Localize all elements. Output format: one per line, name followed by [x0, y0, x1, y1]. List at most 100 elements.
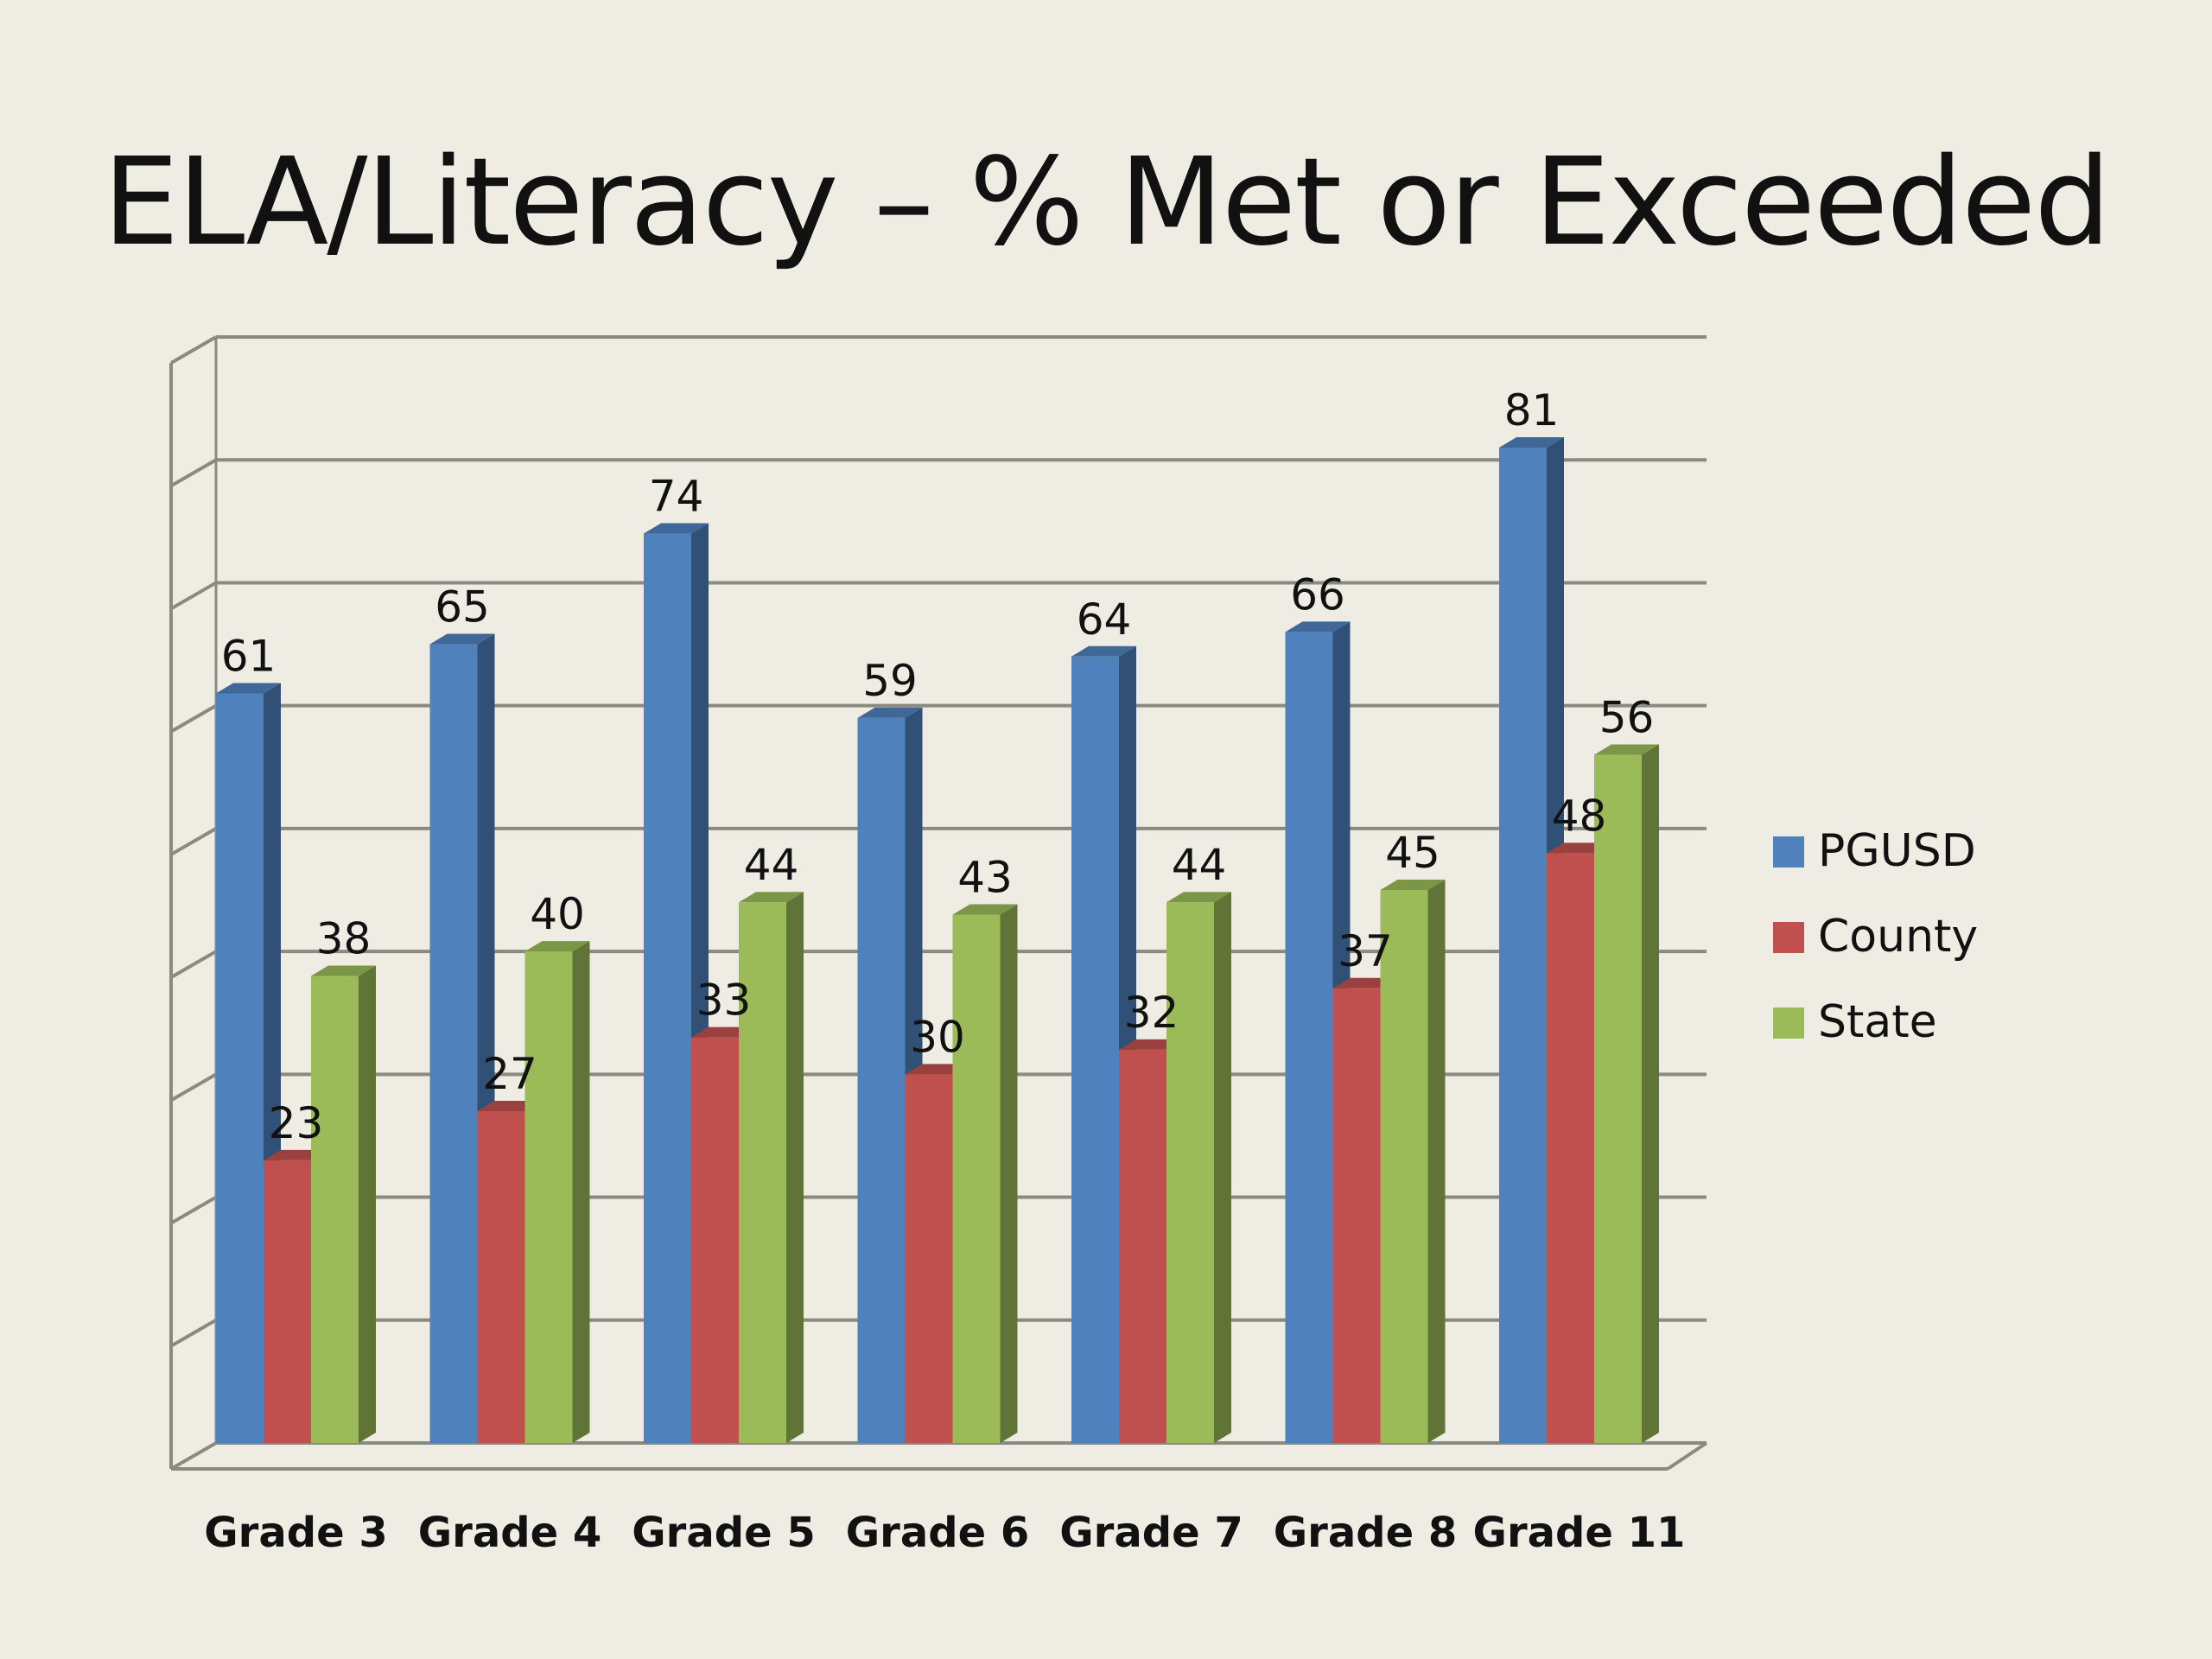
bar-top — [1285, 621, 1351, 632]
gridline-side — [170, 1195, 217, 1225]
category-label: Grade 6 — [846, 1509, 1029, 1557]
bar-front — [524, 951, 573, 1443]
bar-front — [216, 693, 264, 1443]
gridline-side — [170, 703, 217, 734]
bar-front — [477, 1111, 525, 1443]
bar-top — [429, 633, 495, 645]
legend-swatch — [1773, 1007, 1804, 1039]
gridline-side — [170, 458, 217, 487]
bar-top — [644, 523, 709, 534]
bar-top — [952, 904, 1018, 915]
data-label-county: 37 — [1338, 926, 1393, 976]
bar-top — [1071, 645, 1136, 657]
bar-front — [1594, 754, 1642, 1443]
legend-label: PGUSD — [1818, 825, 1976, 877]
data-label-pgusd: 81 — [1504, 385, 1560, 435]
bars — [216, 437, 1659, 1443]
data-label-county: 23 — [269, 1098, 324, 1148]
gridline-side — [170, 950, 217, 979]
gridline-side — [170, 827, 217, 856]
legend-item-state: State — [1773, 996, 1937, 1048]
gridline-side — [170, 1072, 217, 1103]
bar-top — [857, 707, 923, 718]
data-label-pgusd: 61 — [221, 631, 276, 681]
bar-top — [1499, 437, 1564, 448]
bar-front — [311, 976, 359, 1443]
bar-front — [1547, 853, 1594, 1443]
bar-front — [264, 1160, 311, 1443]
bar-top — [524, 941, 590, 952]
bar-state-grade-8 — [1380, 880, 1446, 1443]
legend-item-pgusd: PGUSD — [1773, 825, 1976, 877]
gridline-side — [170, 1441, 217, 1471]
data-label-state: 40 — [530, 889, 585, 939]
bar-top — [1380, 880, 1446, 890]
bar-side — [786, 892, 804, 1443]
legend-item-county: County — [1773, 911, 1978, 963]
bar-front — [905, 1074, 953, 1443]
bar-front — [1285, 632, 1333, 1443]
floor-right-edge — [1666, 1441, 1708, 1471]
data-label-county: 32 — [1124, 988, 1179, 1038]
bar-side — [1427, 880, 1446, 1443]
data-label-pgusd: 74 — [649, 472, 704, 522]
bar-front — [644, 533, 691, 1443]
bar-front — [1071, 656, 1119, 1443]
bar-state-grade-6 — [952, 904, 1018, 1443]
bar-front — [429, 644, 478, 1443]
category-label: Grade 3 — [204, 1509, 387, 1557]
bar-top — [1166, 892, 1231, 903]
bar-front — [1332, 988, 1381, 1443]
bar-top — [216, 683, 281, 694]
data-label-state: 44 — [744, 840, 799, 890]
bar-side — [1214, 892, 1231, 1443]
category-label: Grade 4 — [418, 1509, 601, 1557]
data-label-county: 33 — [696, 976, 752, 1026]
data-label-state: 56 — [1599, 693, 1655, 743]
data-label-pgusd: 65 — [435, 582, 490, 632]
data-label-county: 30 — [910, 1012, 965, 1062]
bar-pgusd-grade-5 — [644, 523, 709, 1443]
data-label-pgusd: 64 — [1077, 594, 1132, 645]
category-label: Grade 7 — [1059, 1509, 1243, 1557]
bar-state-grade-7 — [1166, 892, 1231, 1443]
gridline-side — [170, 335, 217, 365]
gridline-side — [170, 581, 217, 611]
bar-front — [691, 1037, 739, 1443]
bar-state-grade-5 — [739, 892, 804, 1443]
data-label-state: 43 — [957, 852, 1013, 902]
data-label-pgusd: 59 — [862, 656, 918, 706]
legend-swatch — [1773, 836, 1804, 868]
data-label-state: 38 — [316, 914, 372, 964]
legend-label: County — [1818, 911, 1978, 963]
data-label-county: 27 — [482, 1049, 537, 1099]
bar-front — [1166, 902, 1214, 1443]
data-labels: 61 23 38 65 27 40 74 33 44 59 30 43 64 32 44 66 37 45 81 48… — [221, 385, 1655, 1148]
category-label: Grade 11 — [1473, 1509, 1686, 1557]
bar-front — [952, 914, 1001, 1443]
bar-state-grade-11 — [1594, 744, 1659, 1443]
category-label: Grade 8 — [1274, 1509, 1457, 1557]
bar-front — [857, 717, 906, 1443]
bar-state-grade-4 — [524, 941, 590, 1443]
bar-front — [1380, 890, 1428, 1443]
gridline-side — [170, 1319, 217, 1348]
bar-top — [311, 965, 376, 976]
bar-side — [1000, 904, 1018, 1443]
data-label-county: 48 — [1552, 791, 1607, 841]
data-label-pgusd: 66 — [1290, 569, 1345, 620]
bar-side — [359, 965, 376, 1443]
legend-swatch — [1773, 922, 1804, 953]
bar-pgusd-grade-6 — [857, 707, 923, 1443]
legend: PGUSD County State — [1773, 825, 1978, 1048]
bar-front — [1499, 448, 1547, 1443]
data-label-state: 45 — [1385, 828, 1440, 878]
category-label: Grade 5 — [632, 1509, 815, 1557]
bar-top — [739, 892, 804, 903]
bar-front — [1119, 1049, 1166, 1443]
bar-side — [572, 941, 590, 1443]
bar-side — [1642, 744, 1659, 1443]
bar-state-grade-3 — [311, 965, 376, 1443]
